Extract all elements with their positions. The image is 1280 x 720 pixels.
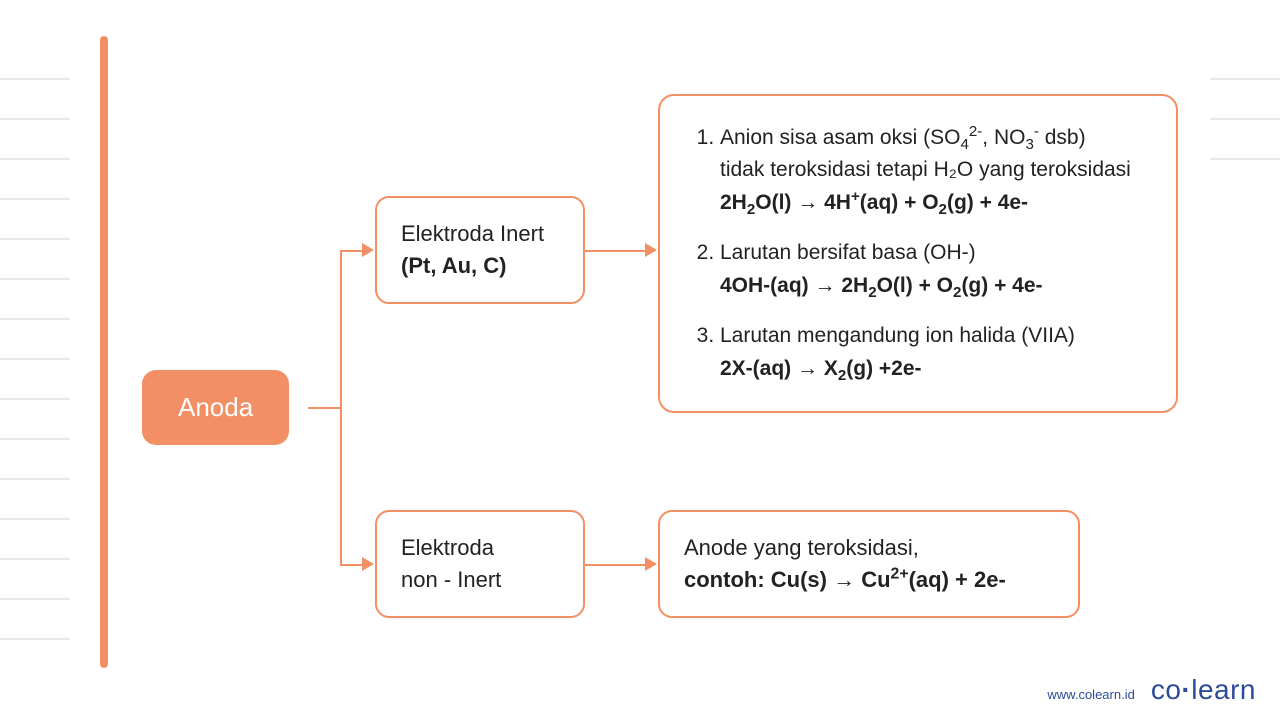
connector-to-noninert — [340, 564, 364, 566]
noninert-detail-prefix: contoh: — [684, 567, 771, 592]
rule-3-text-a: Larutan mengandung ion halida (VIIA) — [720, 324, 1075, 347]
connector-inert-to-rules — [585, 250, 647, 252]
brand-post: learn — [1191, 674, 1256, 705]
footer-url: www.colearn.id — [1047, 687, 1134, 702]
notebook-lines-right — [1185, 78, 1280, 638]
node-inert-line1: Elektroda Inert — [401, 218, 559, 250]
connector-noninert-to-detail — [585, 564, 647, 566]
brand-dot: · — [1181, 674, 1191, 705]
connector-branch-vertical — [340, 250, 342, 566]
node-root-anoda: Anoda — [142, 370, 289, 445]
node-root-label: Anoda — [178, 392, 253, 422]
rules-list: Anion sisa asam oksi (SO42-, NO3- dsb) t… — [696, 122, 1146, 385]
rule-2-text-a: Larutan bersifat basa (OH-) — [720, 241, 976, 264]
arrowhead-to-inert — [362, 243, 374, 257]
rule-2-eq: 4OH-(aq) → 2H2O(l) + O2(g) + 4e- — [720, 270, 1146, 302]
rule-item-1: Anion sisa asam oksi (SO42-, NO3- dsb) t… — [720, 122, 1146, 219]
node-noninert-line2: non - Inert — [401, 564, 559, 596]
arrowhead-to-noninert — [362, 557, 374, 571]
rule-1-text-b: tidak teroksidasi tetapi H₂O yang teroks… — [720, 158, 1131, 181]
node-elektroda-noninert: Elektroda non - Inert — [375, 510, 585, 618]
arrowhead-noninert-to-detail — [645, 557, 657, 571]
rule-1-text-a: Anion sisa asam oksi (SO42-, NO3- dsb) — [720, 126, 1086, 149]
notebook-lines-left — [0, 78, 95, 638]
noninert-detail-box: Anode yang teroksidasi, contoh: Cu(s) → … — [658, 510, 1080, 618]
node-inert-line2: (Pt, Au, C) — [401, 250, 559, 282]
rule-item-2: Larutan bersifat basa (OH-) 4OH-(aq) → 2… — [720, 237, 1146, 302]
noninert-detail-line1: Anode yang teroksidasi, — [684, 532, 1054, 564]
rule-1-eq: 2H2O(l) → 4H+(aq) + O2(g) + 4e- — [720, 187, 1146, 219]
noninert-detail-line2: contoh: Cu(s) → Cu2+(aq) + 2e- — [684, 564, 1054, 596]
brand-logo: co·learn — [1151, 674, 1256, 706]
arrowhead-inert-to-rules — [645, 243, 657, 257]
rule-3-eq: 2X-(aq) → X2(g) +2e- — [720, 353, 1146, 385]
rule-item-3: Larutan mengandung ion halida (VIIA) 2X-… — [720, 320, 1146, 385]
brand-pre: co — [1151, 674, 1182, 705]
margin-bar — [100, 36, 108, 668]
connector-root-stub — [308, 407, 340, 409]
footer: www.colearn.id co·learn — [1047, 674, 1256, 706]
diagram-canvas: Anoda Elektroda Inert (Pt, Au, C) Elektr… — [0, 0, 1280, 720]
rules-box: Anion sisa asam oksi (SO42-, NO3- dsb) t… — [658, 94, 1178, 413]
node-elektroda-inert: Elektroda Inert (Pt, Au, C) — [375, 196, 585, 304]
connector-to-inert — [340, 250, 364, 252]
node-noninert-line1: Elektroda — [401, 532, 559, 564]
